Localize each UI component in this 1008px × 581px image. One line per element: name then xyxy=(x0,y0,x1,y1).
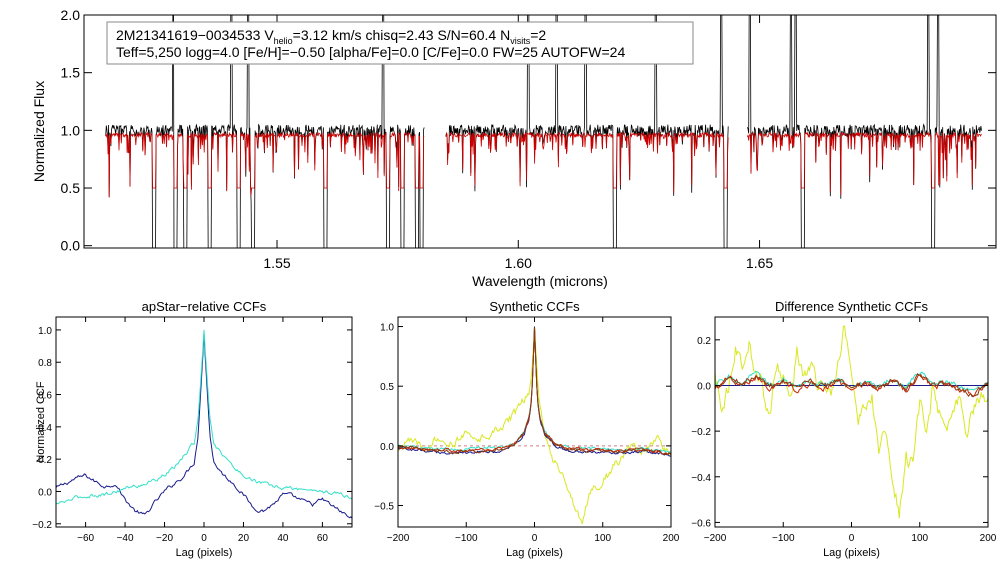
vhelio-value: =3.12 km/s xyxy=(293,27,366,43)
apstar-ccf-ytick-label: 0.4 xyxy=(38,423,52,434)
difference-ccf-xtick-label: −200 xyxy=(704,533,727,544)
spectrum-ytick-label: 1.5 xyxy=(61,65,81,81)
spectrum-ytick-label: 0.0 xyxy=(61,238,81,254)
synthetic-ccf-series-yellow xyxy=(398,326,671,525)
difference-ccf-xlabel: Lag (pixels) xyxy=(823,547,880,559)
apstar-ccf-plot-area xyxy=(56,329,352,519)
synthetic-ccf-ytick-label: 0.5 xyxy=(380,382,394,393)
difference-ccf-frame xyxy=(714,316,989,528)
difference-ccf-ytick-label: 0.2 xyxy=(697,336,711,347)
difference-ccf-ytick-label: 0.0 xyxy=(697,381,711,392)
apstar-ccf-xtick-label: 0 xyxy=(201,533,207,544)
difference-ccf-series-red xyxy=(715,374,988,397)
apstar-ccf-xtick-label: −20 xyxy=(156,533,173,544)
apstar-ccf-series-cyan xyxy=(56,329,352,505)
sn: S/N=60.4 xyxy=(437,27,500,43)
star-id: 2M21341619−0034533 xyxy=(116,27,264,43)
difference-ccf-title: Difference Synthetic CCFs xyxy=(775,299,928,314)
difference-ccf-xtick-label: 200 xyxy=(980,533,997,544)
synthetic-ccf-series-red xyxy=(398,327,671,455)
apstar-ccf-xtick-label: 60 xyxy=(317,533,329,544)
difference-ccf-xtick-label: −100 xyxy=(772,533,795,544)
apstar-ccf-title: apStar−relative CCFs xyxy=(142,299,267,314)
difference-ccf-xtick-label: 100 xyxy=(911,533,928,544)
apstar-ccf-xlabel: Lag (pixels) xyxy=(176,547,233,559)
synthetic-ccf-ytick-label: 1.0 xyxy=(380,323,394,334)
synthetic-ccf-plot-area xyxy=(398,326,671,525)
apstar-ccf-xtick-label: −40 xyxy=(117,533,134,544)
model-spectrum-segment-1 xyxy=(105,131,425,198)
apstar-ccf-ylabel: Normalized CCF xyxy=(35,381,47,463)
apstar-ccf-ytick-label: 0.8 xyxy=(38,358,52,369)
difference-ccf-ytick-label: −0.2 xyxy=(691,427,711,438)
spectrum-xtick-label: 1.60 xyxy=(505,255,532,271)
synthetic-ccf-panel: −200 −100 0 100 200 −0.5 0.0 0.5 1.0 Synthetic CC… xyxy=(374,299,680,559)
difference-ccf-ytick-label: −0.4 xyxy=(691,473,711,484)
spectrum-frame xyxy=(83,14,997,249)
difference-ccf-xtick-label: 0 xyxy=(849,533,855,544)
synthetic-ccf-xtick-label: 100 xyxy=(594,533,611,544)
synthetic-ccf-series-cyan xyxy=(398,327,671,454)
spectrum-plot-area xyxy=(105,15,982,248)
synthetic-ccf-xtick-label: 0 xyxy=(532,533,538,544)
synthetic-ccf-frame xyxy=(397,316,672,528)
annotation-line-1: 2M21341619−0034533 Vhelio=3.12 km/s chis… xyxy=(116,27,546,46)
difference-ccf-panel: −200 −100 0 100 200 −0.6 −0.4 −0.2 0.0 0.2 Differe… xyxy=(691,299,997,559)
apstar-ccf-xtick-label: 40 xyxy=(277,533,289,544)
spectrum-xlabel: Wavelength (microns) xyxy=(472,273,608,289)
model-spectrum-segment-2 xyxy=(445,131,729,193)
synthetic-ccf-series-navy xyxy=(398,326,671,457)
difference-ccf-series-yellow xyxy=(715,325,988,519)
spectrum-panel: 1.55 1.60 1.65 0.0 0.5 1.0 1.5 2.0 Wavelength (m… xyxy=(31,7,997,289)
spectrum-xtick-label: 1.55 xyxy=(263,255,290,271)
synthetic-ccf-ytick-label: −0.5 xyxy=(374,502,394,513)
nvisits-prefix: N xyxy=(500,27,510,43)
synthetic-ccf-xtick-label: −100 xyxy=(455,533,478,544)
observed-spectrum-segment-3 xyxy=(747,15,982,248)
model-spectrum-segment-3 xyxy=(747,131,982,195)
synthetic-ccf-xtick-label: −200 xyxy=(387,533,410,544)
chisq: chisq=2.43 xyxy=(365,27,437,43)
vhelio-sub: helio xyxy=(274,36,293,46)
apstar-ccf-xtick-label: −60 xyxy=(77,533,94,544)
spectrum-ylabel: Normalized Flux xyxy=(31,81,47,182)
apstar-ccf-xtick-label: 20 xyxy=(238,533,250,544)
difference-ccf-plot-area xyxy=(715,325,988,519)
apstar-ccf-ytick-label: 1.0 xyxy=(38,326,52,337)
observed-spectrum-segment-2 xyxy=(445,15,729,248)
vhelio-prefix: V xyxy=(264,27,274,43)
apstar-ccf-panel: −60 −40 −20 0 20 40 60 −0.2 0.0 0.2 0.4 0.6 0.8 1.0 ap… xyxy=(32,299,353,559)
spectrum-xtick-label: 1.65 xyxy=(746,255,773,271)
difference-ccf-series-brown xyxy=(715,372,988,398)
apstar-ccf-ytick-label: 0.0 xyxy=(38,487,52,498)
synthetic-ccf-title: Synthetic CCFs xyxy=(489,299,580,314)
nvisits-sub: visits xyxy=(510,36,530,46)
spectrum-ytick-label: 1.0 xyxy=(61,122,81,138)
synthetic-ccf-xtick-label: 200 xyxy=(663,533,680,544)
apstar-ccf-ytick-label: 0.6 xyxy=(38,391,52,402)
synthetic-ccf-xlabel: Lag (pixels) xyxy=(506,547,563,559)
annotation-box xyxy=(106,21,694,65)
annotation-line-2: Teff=5,250 logg=4.0 [Fe/H]=−0.50 [alpha/… xyxy=(116,44,625,60)
difference-ccf-ytick-label: −0.6 xyxy=(691,518,711,529)
spectrum-ytick-label: 0.5 xyxy=(61,180,81,196)
apstar-ccf-ytick-label: 0.2 xyxy=(38,455,52,466)
spectrum-ytick-label: 2.0 xyxy=(61,7,81,23)
synthetic-ccf-ytick-label: 0.0 xyxy=(380,442,394,453)
apstar-ccf-ytick-label: −0.2 xyxy=(32,520,52,531)
spectrum-annotation: 2M21341619−0034533 Vhelio=3.12 km/s chis… xyxy=(106,21,694,65)
nvisits-value: =2 xyxy=(530,27,546,43)
synthetic-ccf-series-brown xyxy=(398,327,671,456)
